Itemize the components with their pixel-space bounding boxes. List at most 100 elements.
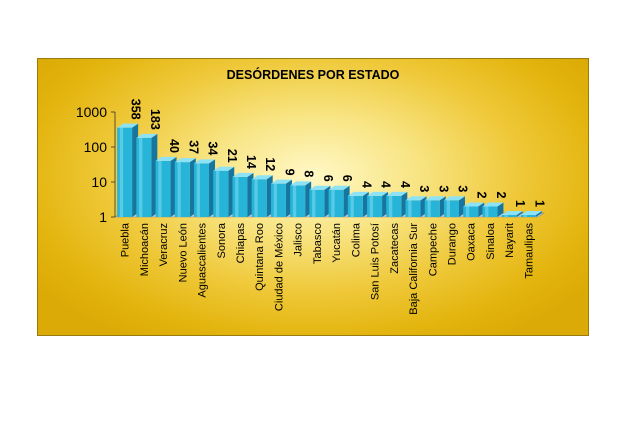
bar-front xyxy=(194,163,210,217)
x-tick-label: Yucatán xyxy=(331,223,343,263)
bar-top xyxy=(194,159,216,164)
bar xyxy=(155,156,177,217)
bar-front xyxy=(309,189,325,217)
data-label: 4 xyxy=(379,181,393,188)
bar xyxy=(405,196,427,217)
data-label: 4 xyxy=(359,181,373,188)
x-tick-label: Puebla xyxy=(120,222,132,257)
bar xyxy=(463,202,485,217)
bar-top xyxy=(463,202,485,207)
bar-top xyxy=(443,196,465,201)
x-tick-label: Tabasco xyxy=(312,223,324,264)
data-label: 358 xyxy=(129,99,143,120)
bar-front xyxy=(520,215,536,217)
bar xyxy=(386,191,408,217)
data-label: 3 xyxy=(455,185,469,192)
bar-front xyxy=(501,215,517,217)
bar-front xyxy=(136,137,152,217)
x-tick-label: Campeche xyxy=(427,223,439,276)
x-tick-label: Ciudad de México xyxy=(273,223,285,311)
data-label: 6 xyxy=(321,175,335,182)
bar-front xyxy=(328,189,344,217)
x-tick-label: Durango xyxy=(446,223,458,265)
bar xyxy=(328,185,350,217)
bar xyxy=(367,191,389,217)
data-label: 14 xyxy=(244,155,258,169)
bar-highlight xyxy=(196,163,201,217)
x-tick-label: Colima xyxy=(350,222,362,257)
data-label: 6 xyxy=(340,175,354,182)
bar xyxy=(501,211,523,217)
y-tick-label: 10 xyxy=(91,174,107,190)
bar-side xyxy=(535,211,542,217)
bar-top xyxy=(520,211,542,215)
bar-highlight xyxy=(273,183,277,217)
data-label: 1 xyxy=(513,200,527,207)
bar-top xyxy=(347,191,369,196)
bar-highlight xyxy=(215,170,220,217)
bar-front xyxy=(270,183,286,217)
x-tick-label: Zacatecas xyxy=(389,223,401,274)
data-label: 2 xyxy=(475,192,489,199)
bar-front xyxy=(213,170,229,217)
bar-front xyxy=(463,206,479,217)
bar-top xyxy=(424,196,446,201)
bar-highlight xyxy=(523,215,527,217)
bar-front xyxy=(443,200,459,217)
bar-top xyxy=(232,172,254,177)
bar-top xyxy=(117,123,139,128)
bar-highlight xyxy=(465,206,470,217)
bar xyxy=(213,166,235,217)
data-label: 9 xyxy=(282,169,296,176)
x-tick-label: Sinaloa xyxy=(485,222,497,260)
bar-top xyxy=(405,196,427,201)
bar-front xyxy=(155,160,171,217)
x-tick-label: San Luis Potosí xyxy=(370,223,382,300)
y-tick-label: 1000 xyxy=(76,104,107,120)
bar xyxy=(136,133,158,217)
x-tick-label: Aguascalientes xyxy=(197,223,209,298)
data-label: 8 xyxy=(302,170,316,177)
bar-highlight xyxy=(446,200,450,217)
bar-front xyxy=(117,127,133,217)
bar xyxy=(251,175,273,217)
bar xyxy=(443,196,465,217)
bar-highlight xyxy=(350,195,354,217)
x-tick-label: Veracruz xyxy=(158,223,170,266)
bar-top xyxy=(290,181,312,186)
bar xyxy=(290,181,312,217)
bar-highlight xyxy=(158,160,162,217)
x-tick-label: Tamaulipas xyxy=(523,223,535,279)
x-tick-label: Michoacán xyxy=(139,223,151,276)
bar-front xyxy=(290,185,306,217)
bar-front xyxy=(251,179,267,217)
bar-highlight xyxy=(254,179,258,217)
bar-highlight xyxy=(427,200,431,217)
bar-top xyxy=(367,191,389,196)
bar-highlight xyxy=(331,189,335,217)
bar-front xyxy=(367,195,383,217)
chart-title: DESÓRDENES POR ESTADO xyxy=(226,68,400,82)
bar-highlight xyxy=(504,215,508,217)
bar-top xyxy=(328,185,350,190)
y-tick-label: 1 xyxy=(99,209,107,225)
bar-front xyxy=(405,200,421,217)
data-label: 3 xyxy=(436,185,450,192)
data-label: 3 xyxy=(417,185,431,192)
bar-highlight xyxy=(235,176,239,217)
bar xyxy=(482,202,504,217)
bar-front xyxy=(232,176,248,217)
bar-top xyxy=(270,179,292,184)
bar xyxy=(347,191,369,217)
bar-top xyxy=(482,202,504,207)
bar-front xyxy=(347,195,363,217)
bar-top xyxy=(501,211,523,215)
x-tick-label: Quintana Roo xyxy=(254,223,266,291)
bar-top xyxy=(213,166,235,171)
data-label: 183 xyxy=(148,109,162,130)
data-label: 12 xyxy=(263,157,277,171)
bar xyxy=(117,123,139,217)
bar xyxy=(232,172,254,217)
data-label: 34 xyxy=(206,141,220,155)
